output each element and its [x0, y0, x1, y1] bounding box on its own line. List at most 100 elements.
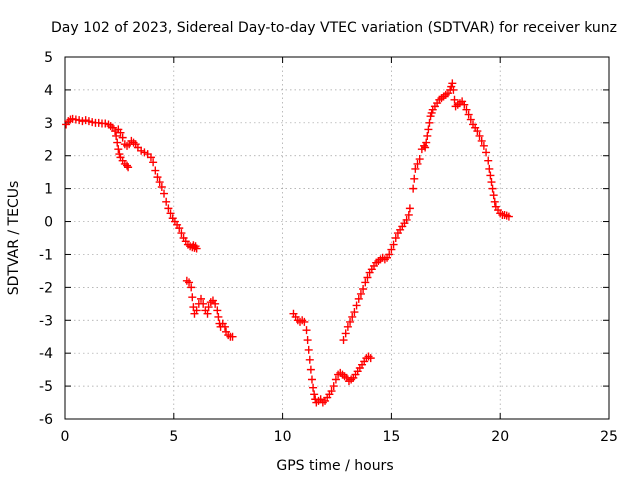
- data-point: [409, 184, 418, 193]
- data-point: [197, 294, 205, 303]
- data-point: [146, 153, 155, 162]
- data-point: [343, 322, 352, 331]
- data-point: [306, 365, 315, 374]
- data-point: [189, 241, 198, 250]
- data-point: [422, 138, 431, 147]
- data-point: [387, 245, 396, 254]
- data-point: [504, 212, 513, 221]
- y-tick-label: 3: [44, 116, 53, 132]
- y-tick-label: -5: [39, 379, 53, 395]
- data-point: [213, 306, 222, 315]
- data-point: [359, 285, 368, 294]
- y-tick-label: -2: [39, 280, 53, 296]
- x-tick-label: 20: [491, 429, 509, 445]
- data-point: [464, 110, 473, 119]
- data-point: [204, 303, 213, 312]
- data-point: [389, 240, 398, 249]
- y-tick-label: 0: [44, 215, 53, 231]
- data-point: [473, 127, 482, 136]
- data-point: [160, 189, 169, 198]
- data-point: [405, 204, 414, 213]
- data-point: [307, 375, 316, 384]
- y-tick-label: -4: [39, 346, 53, 362]
- data-point: [155, 178, 164, 187]
- data-point: [424, 125, 433, 134]
- data-point: [331, 375, 340, 384]
- data-point: [310, 390, 319, 399]
- data-point: [356, 289, 365, 298]
- data-point: [423, 131, 432, 140]
- data-point: [363, 273, 372, 282]
- data-point: [482, 148, 491, 157]
- data-point: [346, 317, 355, 326]
- data-point: [354, 294, 363, 303]
- axis-ticks: [64, 56, 610, 420]
- series-points: [62, 79, 513, 407]
- data-point: [486, 171, 495, 180]
- y-axis-label: SDTVAR / TECUs: [6, 181, 22, 296]
- data-point: [149, 158, 158, 167]
- chart-title: Day 102 of 2023, Sidereal Day-to-day VTE…: [51, 20, 617, 36]
- data-point: [151, 166, 160, 175]
- data-point: [448, 79, 457, 88]
- data-point: [402, 215, 411, 224]
- data-point: [484, 156, 493, 165]
- y-tick-label: 4: [44, 83, 53, 99]
- data-point: [162, 197, 171, 206]
- data-point: [327, 387, 336, 396]
- data-point: [489, 191, 498, 200]
- data-point: [309, 383, 318, 392]
- data-point: [410, 174, 419, 183]
- data-point: [118, 133, 127, 142]
- data-point: [450, 95, 459, 104]
- y-tick-label: 5: [44, 50, 53, 66]
- data-point: [203, 309, 212, 318]
- data-point: [329, 382, 338, 391]
- data-point: [153, 173, 162, 182]
- data-point: [487, 178, 496, 187]
- data-point: [124, 163, 133, 172]
- x-tick-label: 15: [382, 429, 400, 445]
- data-point: [112, 131, 121, 140]
- data-point: [462, 105, 471, 114]
- data-point: [185, 278, 194, 287]
- data-point: [113, 138, 122, 147]
- data-point: [477, 136, 486, 145]
- data-point: [361, 278, 370, 287]
- data-point: [460, 100, 469, 109]
- x-tick-label: 10: [274, 429, 292, 445]
- x-tick-label: 0: [61, 429, 70, 445]
- grid: [65, 57, 609, 419]
- data-point: [479, 141, 488, 150]
- data-point: [366, 354, 375, 363]
- y-tick-label: -6: [39, 412, 53, 428]
- y-tick-label: -3: [39, 313, 53, 329]
- y-tick-label: 1: [44, 182, 53, 198]
- data-point: [228, 332, 237, 341]
- data-point: [425, 118, 434, 127]
- data-point: [449, 85, 458, 94]
- x-tick-label: 5: [169, 429, 178, 445]
- data-point: [304, 345, 313, 354]
- data-point: [385, 250, 394, 259]
- data-point: [211, 299, 220, 308]
- data-point: [123, 161, 132, 170]
- data-point: [157, 182, 166, 191]
- data-point: [350, 308, 359, 317]
- data-point: [415, 155, 424, 164]
- data-point: [302, 326, 311, 335]
- y-tick-labels: 5 4 3 2 1 0 -1 -2 -3 -4 -5 -6: [39, 50, 53, 428]
- data-point: [411, 164, 420, 173]
- data-point: [187, 283, 196, 292]
- data-point: [188, 293, 197, 302]
- data-point: [466, 115, 475, 124]
- data-point: [177, 229, 186, 238]
- data-point: [421, 143, 430, 152]
- data-point: [352, 301, 361, 310]
- data-point: [303, 336, 312, 345]
- data-point: [475, 131, 484, 140]
- plot-frame: [64, 56, 610, 420]
- data-point: [485, 164, 494, 173]
- y-tick-label: 2: [44, 149, 53, 165]
- y-tick-label: -1: [39, 247, 53, 263]
